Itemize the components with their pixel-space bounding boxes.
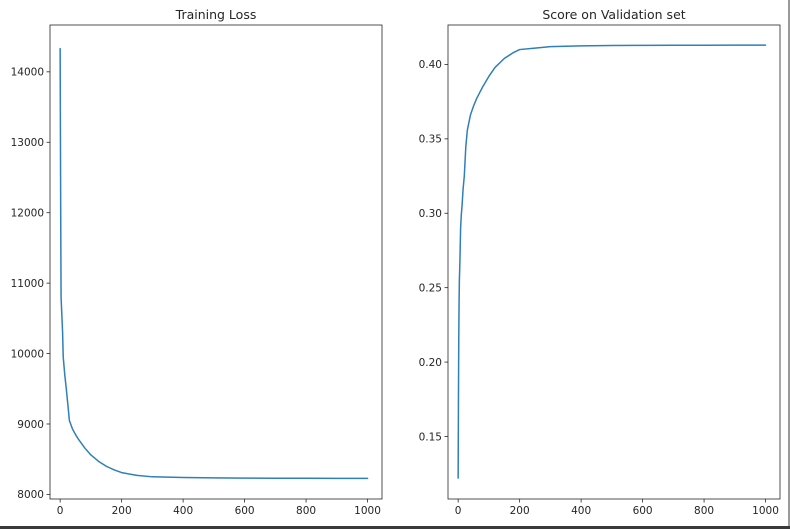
training-loss-y-tick-label: 9000 bbox=[17, 419, 44, 431]
window-edge-bottom bbox=[0, 526, 790, 529]
training-loss-x-tick-label: 1000 bbox=[354, 505, 381, 517]
validation-score-x-tick-label: 800 bbox=[694, 505, 714, 517]
training-loss-x-axis: 0 200 400 600 800 1000 bbox=[57, 499, 381, 517]
training-loss-line bbox=[59, 47, 369, 480]
training-loss-y-tick-label: 8000 bbox=[17, 489, 44, 501]
validation-score-y-tick-label: 0.15 bbox=[419, 431, 442, 443]
training-loss-axes-frame bbox=[49, 24, 383, 500]
validation-score-y-tick-label: 0.40 bbox=[419, 59, 442, 71]
validation-score-x-tick-label: 1000 bbox=[752, 505, 779, 517]
validation-score-y-tick-label: 0.25 bbox=[419, 282, 442, 294]
validation-score-line bbox=[457, 44, 767, 479]
validation-score-x-tick-label: 0 bbox=[455, 505, 462, 517]
training-loss-title: Training Loss bbox=[175, 7, 257, 22]
validation-score-x-tick-label: 400 bbox=[571, 505, 591, 517]
training-loss-y-axis: 8000 9000 10000 11000 12000 13000 14000 bbox=[11, 67, 50, 501]
training-loss-panel: Training Loss 80009000100001100012000130… bbox=[11, 7, 383, 517]
validation-score-x-tick-label: 600 bbox=[633, 505, 653, 517]
training-loss-y-tick-label: 10000 bbox=[11, 348, 44, 360]
training-loss-y-tick-label: 13000 bbox=[11, 137, 44, 149]
training-loss-y-tick-label: 14000 bbox=[11, 67, 44, 79]
training-loss-x-tick-label: 600 bbox=[235, 505, 255, 517]
training-loss-x-tick-label: 400 bbox=[173, 505, 193, 517]
validation-score-y-tick-label: 0.20 bbox=[419, 357, 442, 369]
validation-score-x-axis: 0 200 400 600 800 1000 bbox=[455, 499, 779, 517]
validation-score-panel: Score on Validation set 0.15 0.20 0.25 0.30… bbox=[419, 7, 781, 517]
validation-score-title: Score on Validation set bbox=[542, 7, 685, 22]
training-loss-x-tick-label: 800 bbox=[296, 505, 316, 517]
training-loss-x-tick-label: 0 bbox=[57, 505, 64, 517]
validation-score-y-axis: 0.15 0.20 0.25 0.30 0.35 0.40 bbox=[419, 59, 448, 443]
training-loss-y-tick-label: 11000 bbox=[11, 278, 44, 290]
window-edge-right bbox=[788, 0, 790, 529]
training-loss-y-tick-label: 12000 bbox=[11, 207, 44, 219]
validation-score-axes-frame bbox=[447, 24, 781, 500]
validation-score-y-tick-label: 0.35 bbox=[419, 134, 442, 146]
validation-score-x-tick-label: 200 bbox=[510, 505, 530, 517]
validation-score-y-tick-label: 0.30 bbox=[419, 208, 442, 220]
training-loss-x-tick-label: 200 bbox=[112, 505, 132, 517]
